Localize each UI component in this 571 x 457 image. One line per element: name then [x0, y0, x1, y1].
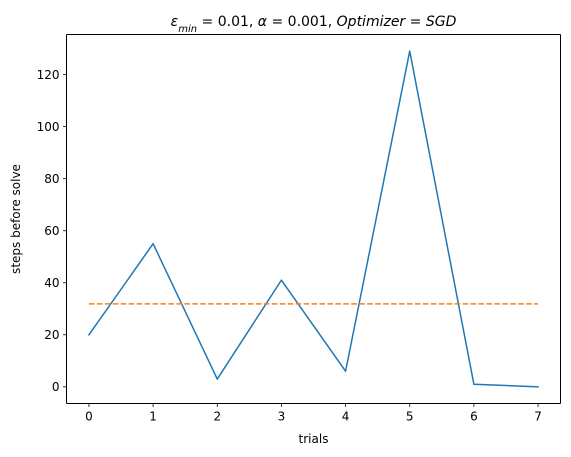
y-tick-label: 60 [44, 224, 59, 238]
x-tick-label: 1 [149, 410, 157, 424]
chart-title-part: ε [171, 14, 179, 30]
series-layer [87, 50, 539, 388]
chart-title-part: = 0.001, [267, 14, 337, 30]
chart-title-part: = 0.01, [197, 14, 258, 30]
y-axis-ticks: 0 20 40 60 80 100 120 [37, 68, 67, 394]
y-axis-label: steps before solve [9, 164, 23, 274]
chart-title: εmin = 0.01, α = 0.001, Optimizer = SGD [171, 14, 457, 35]
x-tick-label: 5 [406, 410, 414, 424]
plot-frame [66, 34, 561, 404]
series-line-1 [87, 50, 539, 388]
chart-title-part: = [405, 14, 426, 30]
x-axis-label: trials [299, 432, 329, 446]
chart-title-part: α [258, 14, 268, 30]
x-tick-label: 2 [213, 410, 221, 424]
x-tick-label: 6 [470, 410, 478, 424]
x-tick-label: 7 [534, 410, 542, 424]
chart-title-part: Optimizer [337, 14, 407, 30]
y-tick-label: 20 [44, 328, 59, 342]
chart-title-part: min [178, 24, 197, 35]
y-tick-label: 100 [37, 120, 60, 134]
x-axis-ticks: 0 1 2 3 4 5 6 7 [85, 403, 542, 424]
y-tick-label: 120 [37, 68, 60, 82]
chart-title-part: SGD [426, 14, 457, 30]
y-tick-label: 0 [52, 380, 60, 394]
y-tick-label: 80 [44, 172, 59, 186]
plot-area [66, 34, 561, 404]
y-tick-label: 40 [44, 276, 59, 290]
x-tick-label: 4 [342, 410, 350, 424]
x-tick-label: 3 [278, 410, 286, 424]
x-tick-label: 0 [85, 410, 93, 424]
